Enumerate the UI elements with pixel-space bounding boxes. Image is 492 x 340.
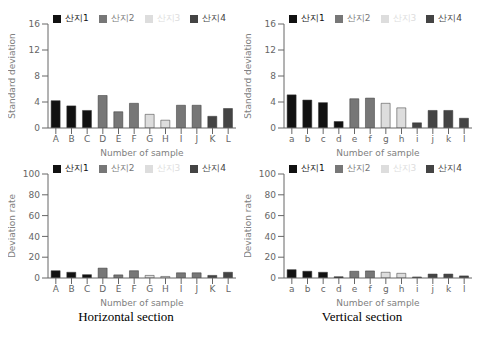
svg-text:H: H [162, 284, 169, 294]
svg-text:c: c [321, 284, 326, 294]
html-text:산지1: 산지1 [301, 163, 325, 173]
html-text:산지2: 산지2 [110, 13, 135, 23]
svg-text:100: 100 [259, 169, 276, 179]
html-text:Vertical section: Vertical section [321, 309, 403, 324]
svg-text:b: b [305, 134, 311, 144]
svg-text:Number of sample: Number of sample [336, 148, 420, 158]
svg-text:l: l [463, 134, 466, 144]
html-text:산지2: 산지2 [346, 163, 371, 173]
svg-text:4: 4 [34, 97, 40, 107]
svg-text:40: 40 [265, 232, 277, 242]
svg-text:E: E [116, 134, 122, 144]
svg-text:f: f [369, 134, 373, 144]
svg-text:20: 20 [29, 252, 41, 262]
svg-text:i: i [416, 284, 419, 294]
svg-text:60: 60 [29, 211, 41, 221]
svg-text:C: C [84, 284, 90, 294]
svg-text:K: K [210, 134, 217, 144]
svg-text:40: 40 [29, 232, 41, 242]
svg-text:B: B [68, 284, 74, 294]
html-text:산지3: 산지3 [392, 163, 417, 173]
svg-text:8: 8 [34, 71, 40, 81]
svg-text:8: 8 [270, 71, 276, 81]
svg-text:f: f [369, 284, 373, 294]
svg-text:I: I [180, 284, 183, 294]
svg-text:g: g [383, 284, 389, 294]
svg-text:g: g [383, 134, 389, 144]
html-text:산지4: 산지4 [202, 13, 226, 23]
svg-text:k: k [446, 284, 452, 294]
html-text:산지2: 산지2 [110, 163, 135, 173]
svg-text:4: 4 [270, 97, 276, 107]
svg-text:h: h [399, 134, 405, 144]
html-text:산지1: 산지1 [65, 13, 89, 23]
svg-text:J: J [195, 134, 199, 144]
svg-text:a: a [289, 134, 295, 144]
svg-text:F: F [132, 284, 137, 294]
svg-text:0: 0 [34, 123, 40, 133]
svg-text:G: G [146, 134, 153, 144]
svg-text:c: c [321, 134, 326, 144]
svg-text:A: A [53, 284, 60, 294]
svg-text:b: b [305, 284, 311, 294]
svg-text:l: l [463, 284, 466, 294]
svg-text:Standard deviation: Standard deviation [8, 33, 17, 119]
svg-text:Number of sample: Number of sample [100, 148, 184, 158]
svg-text:k: k [446, 134, 452, 144]
html-text:산지1: 산지1 [65, 163, 89, 173]
svg-text:A: A [53, 134, 60, 144]
html-text:산지2: 산지2 [346, 13, 371, 23]
svg-text:0: 0 [270, 123, 276, 133]
svg-text:F: F [132, 134, 137, 144]
svg-text:20: 20 [265, 252, 277, 262]
html-text:산지4: 산지4 [438, 163, 462, 173]
svg-text:E: E [116, 284, 122, 294]
svg-text:80: 80 [265, 190, 277, 200]
html-text:산지3: 산지3 [156, 13, 181, 23]
svg-text:H: H [162, 134, 169, 144]
svg-text:e: e [352, 284, 358, 294]
svg-text:i: i [416, 134, 419, 144]
svg-text:j: j [431, 284, 435, 294]
svg-text:Number of sample: Number of sample [100, 298, 184, 308]
svg-text:a: a [289, 284, 295, 294]
svg-text:J: J [195, 284, 199, 294]
svg-text:60: 60 [265, 211, 277, 221]
svg-text:12: 12 [265, 45, 276, 55]
svg-text:j: j [431, 134, 435, 144]
svg-text:e: e [352, 134, 358, 144]
svg-text:16: 16 [265, 19, 277, 29]
svg-text:80: 80 [29, 190, 41, 200]
svg-text:L: L [226, 284, 231, 294]
svg-text:B: B [68, 134, 74, 144]
svg-text:Deviation rate: Deviation rate [244, 193, 253, 258]
svg-text:Deviation rate: Deviation rate [8, 193, 17, 258]
html-text:산지3: 산지3 [392, 13, 417, 23]
svg-text:0: 0 [34, 273, 40, 283]
svg-text:0: 0 [270, 273, 276, 283]
svg-text:16: 16 [29, 19, 41, 29]
html-text:산지1: 산지1 [301, 13, 325, 23]
svg-text:L: L [226, 134, 231, 144]
svg-text:K: K [210, 284, 217, 294]
svg-text:Standard deviation: Standard deviation [244, 33, 253, 119]
svg-text:I: I [180, 134, 183, 144]
html-text:산지4: 산지4 [202, 163, 226, 173]
svg-text:D: D [99, 134, 106, 144]
svg-text:100: 100 [23, 169, 40, 179]
html-text:산지3: 산지3 [156, 163, 181, 173]
svg-text:C: C [84, 134, 90, 144]
svg-text:h: h [399, 284, 405, 294]
svg-text:12: 12 [29, 45, 40, 55]
svg-text:D: D [99, 284, 106, 294]
svg-text:G: G [146, 284, 153, 294]
html-text:Horizontal section: Horizontal section [78, 309, 174, 324]
svg-text:d: d [336, 284, 342, 294]
svg-text:d: d [336, 134, 342, 144]
svg-text:Number of sample: Number of sample [336, 298, 420, 308]
html-text:산지4: 산지4 [438, 13, 462, 23]
